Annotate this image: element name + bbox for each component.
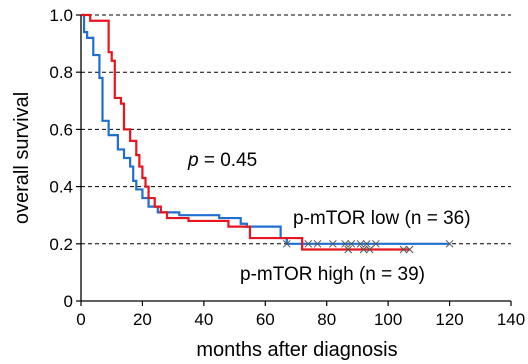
- censor-mark-low: [362, 239, 371, 248]
- y-tick-label: 0.6: [49, 120, 73, 139]
- x-tick-label: 100: [374, 310, 402, 329]
- censor-stroke: [347, 239, 356, 248]
- censor-mark-low: [372, 239, 380, 248]
- censor-stroke: [304, 239, 313, 248]
- censor-mark-low: [445, 239, 454, 248]
- censor-mark-low: [356, 239, 365, 248]
- x-axis-title: months after diagnosis: [196, 339, 397, 361]
- censor-stroke: [356, 239, 365, 248]
- y-axis-title: overall survival: [11, 92, 33, 224]
- censor-stroke: [445, 239, 454, 248]
- censor-mark-low: [282, 239, 291, 248]
- censor-mark-low: [341, 239, 349, 248]
- x-tick-label: 60: [256, 310, 275, 329]
- survival-curve-high: [81, 13, 410, 251]
- series-layer: [81, 13, 450, 251]
- p-symbol: p: [187, 150, 199, 171]
- censor-mark-low: [313, 239, 322, 248]
- censor-stroke: [405, 245, 414, 254]
- survival-curve-low: [81, 13, 450, 245]
- x-tick-label: 80: [317, 310, 336, 329]
- censor-stroke: [359, 245, 368, 254]
- p-value-annotation: p = 0.45: [187, 150, 257, 171]
- censor-stroke: [372, 239, 380, 248]
- censor-mark-low: [304, 239, 313, 248]
- x-tick-label: 120: [435, 310, 463, 329]
- y-tick-label: 0.8: [49, 63, 73, 82]
- censor-stroke: [329, 239, 337, 248]
- censor-mark-high: [344, 245, 353, 254]
- axes: [76, 14, 512, 306]
- censor-mark-high: [405, 245, 414, 254]
- y-tick-label: 0: [64, 292, 73, 311]
- censor-stroke: [365, 245, 374, 254]
- x-tick-label: 40: [194, 310, 213, 329]
- tick-labels: 0 0.2 0.4 0.6 0.8 1.0 0 20 40 60 80 100 120 140: [49, 6, 525, 329]
- censor-marks: [282, 239, 454, 254]
- legend-label-low: p-mTOR low (n = 36): [293, 208, 471, 229]
- censor-stroke: [282, 239, 291, 248]
- censor-mark-low: [329, 239, 337, 248]
- censor-stroke: [362, 239, 371, 248]
- legend-label-high: p-mTOR high (n = 39): [240, 264, 425, 285]
- y-tick-label: 0.2: [49, 235, 73, 254]
- censor-mark-high: [359, 245, 368, 254]
- censor-stroke: [313, 239, 322, 248]
- x-tick-label: 0: [76, 310, 85, 329]
- censor-stroke: [341, 239, 349, 248]
- x-tick-label: 20: [133, 310, 152, 329]
- censor-mark-low: [347, 239, 356, 248]
- y-tick-label: 0.4: [49, 178, 73, 197]
- p-value-text: = 0.45: [199, 150, 258, 171]
- y-tick-label: 1.0: [49, 6, 73, 25]
- x-tick-label: 140: [497, 310, 525, 329]
- censor-mark-high: [365, 245, 374, 254]
- censor-mark-high: [399, 245, 408, 254]
- censor-stroke: [344, 245, 353, 254]
- censor-stroke: [399, 245, 408, 254]
